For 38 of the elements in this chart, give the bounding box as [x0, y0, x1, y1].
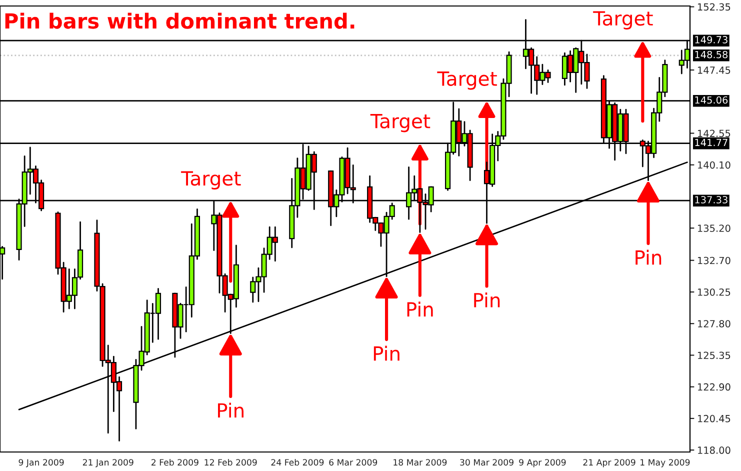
- x-tick-label: 1 May 2009: [640, 459, 690, 468]
- x-tick-label: 30 Mar 2009: [460, 459, 514, 466]
- x-tick-label: 24 Feb 2009: [271, 458, 324, 466]
- y-tick-label: 118.00: [698, 446, 730, 454]
- annotation: Target: [370, 114, 430, 132]
- x-tick-label: 2 Feb 2009: [152, 458, 198, 466]
- x-tick-label: 6 Mar 2009: [329, 459, 378, 466]
- annotation: Pin: [474, 292, 500, 308]
- y-tick-label: 125.35: [698, 352, 730, 360]
- annotation: Pin: [374, 346, 400, 361]
- y-tick-label: 140.10: [698, 161, 730, 169]
- chart-title: Pin bars with dominant trend.: [5, 12, 354, 29]
- y-tick-label: 132.70: [698, 256, 730, 264]
- y-tick-label: 135.20: [698, 224, 730, 232]
- y-tick-label: 142.55: [698, 130, 730, 138]
- y-tick-label: 130.25: [698, 288, 730, 296]
- y-tick-label: 127.80: [698, 320, 730, 328]
- x-tick-label: 12 Feb 2009: [204, 458, 257, 466]
- x-tick-label: 18 Mar 2009: [394, 459, 447, 466]
- ref-line-label: 148.58: [695, 50, 728, 58]
- ref-line-label: 137.33: [695, 196, 728, 204]
- x-tick-label: 21 Jan 2009: [82, 459, 134, 468]
- ref-line-label: 149.73: [695, 36, 728, 44]
- ref-line-label: 141.77: [695, 138, 728, 146]
- annotation: Pin: [636, 250, 662, 265]
- annotation: Pin: [218, 402, 244, 418]
- x-tick-label: 21 Apr 2009: [583, 459, 636, 468]
- annotation: Target: [181, 171, 241, 190]
- annotation: Pin: [407, 302, 433, 316]
- y-tick-label: 122.90: [698, 383, 730, 391]
- y-tick-label: 120.45: [698, 414, 730, 422]
- y-tick-label: 152.35: [698, 3, 730, 11]
- ref-line-label: 145.06: [695, 96, 728, 104]
- annotation: Target: [593, 11, 653, 30]
- annotation: Target: [437, 72, 497, 90]
- x-tick-label: 9 Jan 2009: [18, 459, 64, 468]
- y-tick-label: 147.45: [698, 66, 730, 74]
- x-tick-label: 9 Apr 2009: [519, 459, 566, 468]
